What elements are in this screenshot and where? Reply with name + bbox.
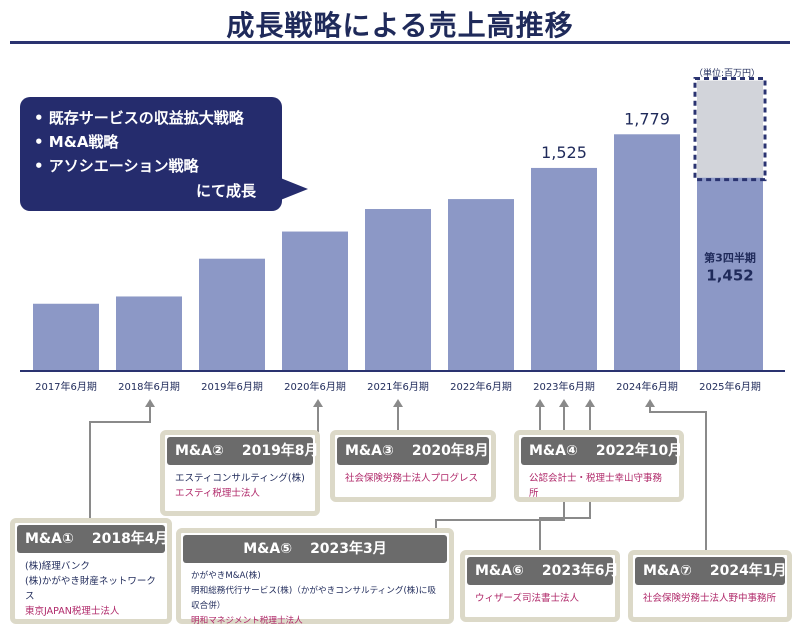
ma-box-header: M&A① 2018年4月 (17, 525, 169, 553)
connector-ma7 (649, 405, 707, 552)
title-divider (10, 41, 790, 44)
x-tick-label-5: 2021年6月期 (367, 380, 429, 393)
ma-date: 2022年10月 (595, 443, 683, 459)
bar-1 (33, 303, 99, 370)
bar-9 (697, 177, 763, 370)
bar-8 (614, 134, 680, 370)
ma-box-4: M&A④ 2022年10月 公認会計士・税理士幸山守事務所 (514, 430, 684, 502)
ma-box-header: M&A③ 2020年8月 (337, 437, 489, 465)
ma-box-1: M&A① 2018年4月 (株)経理バンク (株)かがやき財産ネットワークス 東京… (10, 518, 172, 624)
x-tick-label-4: 2020年6月期 (284, 380, 346, 393)
ma-title: M&A⑤ (243, 541, 293, 557)
ma-company: 社会保険労務士法人野中事務所 (643, 593, 777, 604)
ma-company: (株)かがやき財産ネットワークス (25, 576, 156, 602)
x-tick-label-1: 2017年6月期 (35, 380, 97, 393)
ma-company: 公認会計士・税理士幸山守事務所 (529, 473, 663, 499)
arrow-ma7 (645, 399, 655, 407)
x-tick-label-3: 2019年6月期 (201, 380, 263, 393)
ma-date: 2023年3月 (310, 541, 387, 557)
ma-box-2: M&A② 2019年8月 エスティコンサルティング(株) エスティ税理士法人 (160, 430, 320, 516)
callout-tail (278, 177, 308, 201)
final-bar-period-label: 第3四半期 (704, 251, 756, 265)
forecast-bar (697, 80, 763, 178)
bar-5 (365, 209, 431, 370)
ma-company: 明和総務代行サービス(株)（かがやきコンサルティング(株)に吸収合併） (191, 586, 436, 611)
callout-bullet-1: • 既存サービスの収益拡大戦略 (34, 109, 244, 127)
bar-2 (116, 296, 182, 370)
ma-title: M&A⑥ (475, 563, 524, 579)
callout-bullet-2: • M&A戦略 (34, 133, 119, 151)
ma-box-header: M&A② 2019年8月 (167, 437, 319, 465)
connector-ma1 (89, 405, 151, 520)
ma-date: 2019年8月 (241, 443, 319, 459)
callout-bullet-3: • アソシエーション戦略 (34, 157, 199, 175)
arrow-ma1 (145, 399, 155, 407)
data-label-8: 1,779 (624, 109, 670, 128)
ma-date: 2018年4月 (91, 531, 169, 547)
ma-box-header: M&A⑦ 2024年1月 (635, 557, 787, 585)
x-tick-label-7: 2023年6月期 (533, 380, 595, 393)
unit-label: （単位:百万円） (694, 67, 760, 79)
ma-box-header: M&A⑥ 2023年6月 (467, 557, 619, 585)
ma-company: 明和マネジメント税理士法人 (191, 616, 303, 626)
x-tick-label-6: 2022年6月期 (450, 380, 512, 393)
ma-company: エスティ税理士法人 (175, 488, 260, 499)
bar-6 (448, 199, 514, 370)
ma-title: M&A① (25, 531, 74, 547)
ma-date: 2020年8月 (411, 443, 489, 459)
ma-title: M&A② (175, 443, 224, 459)
callout-ending: にて成長 (196, 182, 257, 200)
ma-box-6: M&A⑥ 2023年6月 ウィザーズ司法書士法人 (460, 550, 620, 622)
ma-box-header: M&A⑤ 2023年3月 (183, 535, 447, 563)
final-bar-value-label: 1,452 (706, 267, 753, 285)
ma-company: ウィザーズ司法書士法人 (475, 593, 580, 604)
callout-bullets: • 既存サービスの収益拡大戦略 • M&A戦略 • アソシエーション戦略 (34, 106, 244, 178)
ma-box-7: M&A⑦ 2024年1月 社会保険労務士法人野中事務所 (628, 550, 792, 622)
ma-title: M&A④ (529, 443, 578, 459)
ma-company: 東京JAPAN税理士法人 (25, 606, 120, 617)
arrow-ma3 (393, 399, 403, 407)
bar-7 (531, 167, 597, 370)
ma-box-header: M&A④ 2022年10月 (521, 437, 682, 465)
strategy-callout: • 既存サービスの収益拡大戦略 • M&A戦略 • アソシエーション戦略 にて成… (20, 97, 308, 211)
arrow-ma6 (585, 399, 595, 407)
x-tick-label-8: 2024年6月期 (616, 380, 678, 393)
ma-company: かがやきM&A(株) (191, 571, 261, 581)
ma-title: M&A③ (345, 443, 394, 459)
ma-date: 2023年6月 (541, 563, 619, 579)
callout-box (20, 97, 282, 211)
page-title: 成長戦略による売上高推移 (226, 9, 574, 42)
ma-company: (株)経理バンク (25, 561, 90, 572)
ma-company: 社会保険労務士法人プログレス (345, 473, 479, 484)
ma-box-3: M&A③ 2020年8月 社会保険労務士法人プログレス (330, 430, 496, 502)
bar-4 (282, 231, 348, 370)
ma-title: M&A⑦ (643, 563, 692, 579)
x-tick-label-9: 2025年6月期 (699, 380, 761, 393)
arrow-ma4 (535, 399, 545, 407)
ma-date: 2024年1月 (709, 563, 787, 579)
ma-box-5: M&A⑤ 2023年3月 かがやきM&A(株) 明和総務代行サービス(株)（かがや… (176, 528, 454, 626)
ma-company: エスティコンサルティング(株) (175, 473, 305, 484)
data-label-7: 1,525 (541, 143, 587, 162)
bar-3 (199, 258, 265, 370)
arrow-ma2 (313, 399, 323, 407)
arrow-ma5 (559, 399, 569, 407)
x-tick-label-2: 2018年6月期 (118, 380, 180, 393)
forecast-dashed-outline (693, 76, 767, 182)
